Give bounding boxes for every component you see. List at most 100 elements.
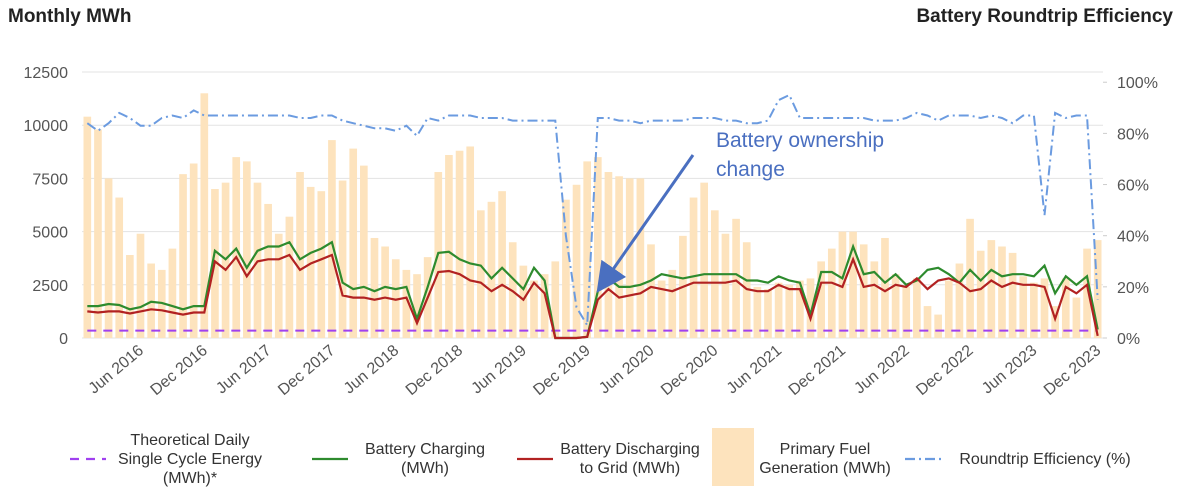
bar <box>551 261 560 338</box>
bar <box>572 184 581 338</box>
x-tick-label: Dec 2016 <box>147 342 210 399</box>
y-tick-label: 10000 <box>24 118 69 135</box>
bar <box>189 163 198 338</box>
legend-symbol <box>712 428 754 486</box>
chart-title: Monthly MWh <box>8 6 131 27</box>
bar <box>934 314 942 338</box>
bar <box>413 274 421 338</box>
bar <box>540 274 549 338</box>
bar <box>264 203 272 338</box>
x-tick-label: Dec 2019 <box>530 342 593 399</box>
bar <box>1019 276 1028 338</box>
bar <box>625 178 634 338</box>
x-tick-label: Jun 2020 <box>596 342 657 397</box>
bar <box>604 172 613 338</box>
x-tick-label: Jun 2019 <box>469 342 530 397</box>
bar <box>806 278 815 338</box>
x-tick-label: Jun 2018 <box>341 342 402 397</box>
bar <box>285 216 294 338</box>
bar <box>923 306 932 338</box>
bar <box>668 269 677 338</box>
y-tick-label: 7500 <box>32 171 68 188</box>
bar <box>902 286 911 338</box>
bar <box>615 176 623 338</box>
y2-title: Battery Roundtrip Efficiency <box>916 6 1173 27</box>
bar <box>817 261 825 338</box>
bar <box>1008 252 1017 338</box>
line-series <box>87 240 1099 340</box>
bar <box>179 174 187 338</box>
bar <box>764 289 772 338</box>
bar <box>466 146 475 338</box>
bar <box>115 197 124 338</box>
bar <box>498 191 506 338</box>
bar <box>530 280 538 338</box>
bar <box>317 191 326 338</box>
bar <box>732 218 740 338</box>
bar <box>976 250 985 338</box>
bar <box>243 161 251 338</box>
bar <box>827 248 836 338</box>
bar <box>562 199 570 338</box>
bar <box>1072 297 1081 338</box>
bar <box>774 282 783 338</box>
bar <box>966 218 974 338</box>
legend-label: Theoretical Daily Single Cycle Energy (M… <box>117 431 263 487</box>
annotation: Battery ownership change <box>716 129 885 181</box>
bar <box>136 233 145 338</box>
x-tick-label: Dec 2022 <box>913 342 976 399</box>
x-tick-label: Dec 2023 <box>1041 342 1104 399</box>
bar <box>104 178 113 338</box>
bar <box>381 246 389 338</box>
bar <box>338 180 347 338</box>
bar <box>689 197 698 338</box>
legend-label: Battery Charging (MWh) <box>364 441 486 477</box>
bar <box>955 263 964 338</box>
line-series <box>87 253 1099 340</box>
bar <box>200 93 209 338</box>
y2-tick-label: 0% <box>1117 331 1140 348</box>
x-tick-label: Jun 2021 <box>724 342 785 397</box>
bar <box>657 280 666 338</box>
bar <box>94 129 102 338</box>
bar <box>796 280 804 338</box>
bar <box>360 165 368 338</box>
bar <box>1093 240 1102 338</box>
bar <box>700 182 709 338</box>
y2-tick-label: 100% <box>1117 75 1158 92</box>
x-tick-label: Dec 2021 <box>786 342 849 399</box>
y2-tick-label: 20% <box>1117 280 1149 297</box>
bar <box>647 244 655 338</box>
bar <box>1040 278 1049 338</box>
bar <box>445 154 453 338</box>
bar <box>1061 278 1070 338</box>
line-series <box>86 93 1099 329</box>
bar <box>274 233 283 338</box>
legend-label: Battery Discharging to Grid (MWh) <box>560 441 700 477</box>
annotation-arrow <box>596 154 695 293</box>
x-tick-label: Jun 2022 <box>851 342 912 397</box>
bar <box>870 261 879 338</box>
bar <box>583 161 592 338</box>
bar <box>1083 248 1091 338</box>
x-tick-label: Dec 2018 <box>403 342 466 399</box>
bar <box>370 237 379 338</box>
bar <box>476 210 485 338</box>
y2-tick-label: 60% <box>1117 178 1149 195</box>
bar <box>636 178 645 338</box>
legend-label: Roundtrip Efficiency (%) <box>959 450 1131 468</box>
bar <box>891 274 900 338</box>
x-tick-label: Jun 2017 <box>213 342 274 397</box>
y2-tick-label: 40% <box>1117 229 1149 246</box>
bar <box>296 172 304 338</box>
bar <box>913 278 921 338</box>
bar <box>859 244 868 338</box>
x-tick-label: Dec 2017 <box>275 342 338 399</box>
bar <box>126 255 134 338</box>
bar <box>455 150 464 338</box>
y-tick-label: 0 <box>59 331 68 348</box>
y-tick-label: 2500 <box>32 278 68 295</box>
bar <box>1030 282 1038 338</box>
